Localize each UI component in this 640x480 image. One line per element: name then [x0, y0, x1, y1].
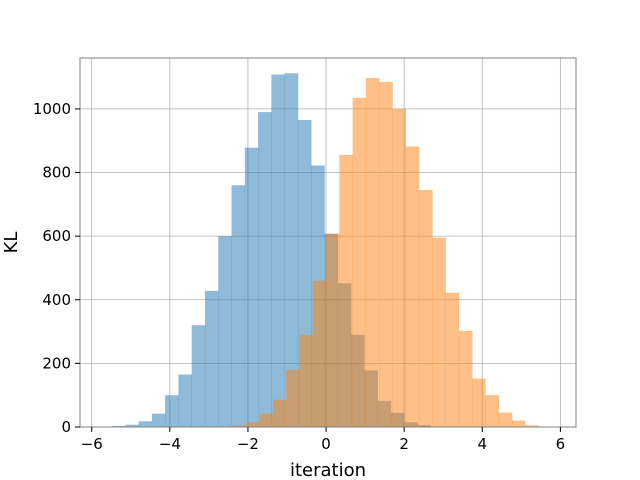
x-axis-label: iteration	[290, 460, 366, 480]
histogram-bar	[271, 74, 285, 427]
histogram-bar	[138, 421, 153, 427]
histogram-bar	[365, 78, 380, 427]
histogram-bar	[458, 330, 473, 427]
x-tick-label: −2	[237, 435, 259, 453]
histogram-bar	[525, 425, 539, 427]
y-tick-label: 800	[42, 164, 71, 182]
histogram-bar	[339, 155, 353, 427]
histogram-bar	[472, 378, 486, 427]
histogram-bar	[165, 395, 179, 427]
histogram-bars	[112, 73, 539, 428]
histogram-bar	[445, 292, 460, 427]
histogram-bar	[258, 112, 272, 428]
histogram-bar	[125, 424, 139, 427]
histogram-bar	[231, 185, 246, 427]
histogram-bar	[178, 374, 192, 427]
axis-ticks: −6 −4 −2 0 2 4 6 0 200 400 600 800 1000	[33, 100, 565, 453]
plot-frame	[79, 57, 577, 428]
y-tick-label: 600	[42, 227, 71, 245]
histogram-bar	[218, 236, 232, 427]
histogram-bar	[352, 97, 367, 427]
histogram-bar	[432, 237, 446, 427]
x-tick-label: 6	[556, 435, 566, 453]
x-tick-label: −6	[81, 435, 103, 453]
x-tick-label: 2	[399, 435, 409, 453]
histogram-bar	[485, 395, 499, 427]
histogram-bar	[405, 146, 420, 428]
histogram-bar	[286, 369, 300, 427]
histogram-bar	[151, 413, 166, 427]
y-tick-label: 200	[42, 354, 71, 372]
y-tick-label: 0	[61, 418, 71, 436]
histogram-series-2	[233, 78, 539, 428]
histogram-bar	[204, 290, 219, 427]
x-tick-label: 0	[321, 435, 331, 453]
x-tick-label: 4	[477, 435, 487, 453]
histogram-bar	[511, 420, 526, 427]
histogram-bar	[326, 233, 340, 427]
histogram-bar	[312, 280, 327, 427]
y-axis-label: KL	[1, 232, 22, 254]
histogram-bar	[272, 399, 287, 427]
histogram-bar	[259, 413, 274, 427]
x-tick-label: −4	[159, 435, 181, 453]
histogram-bar	[418, 190, 433, 427]
histogram-bar	[244, 147, 259, 427]
histogram-bar	[284, 73, 299, 427]
histogram-bar	[233, 425, 247, 427]
histogram-bar	[392, 108, 407, 428]
histogram-bar	[498, 412, 513, 427]
histogram-bar	[191, 325, 206, 427]
histogram-bar	[299, 334, 314, 427]
histogram-bar	[246, 422, 260, 427]
histogram-bar	[379, 81, 393, 427]
y-tick-label: 1000	[33, 100, 71, 118]
y-tick-label: 400	[42, 291, 71, 309]
